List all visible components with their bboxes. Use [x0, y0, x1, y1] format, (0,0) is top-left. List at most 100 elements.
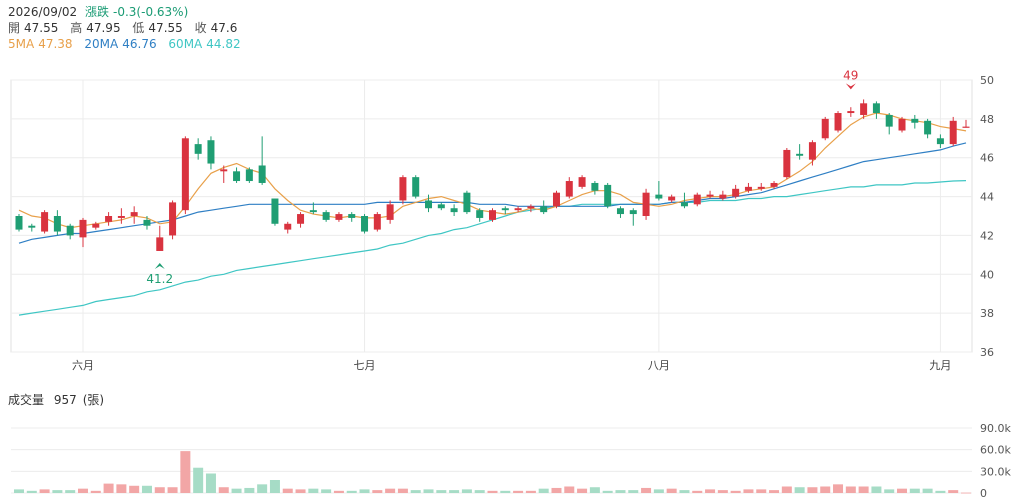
- volume-bar: [692, 490, 703, 493]
- candle-body: [130, 212, 138, 216]
- low-label: 低: [132, 21, 145, 35]
- ma60-label: 60MA: [168, 37, 203, 51]
- volume-bar: [257, 484, 268, 493]
- month-tick-label: 八月: [648, 359, 670, 372]
- volume-bar: [308, 488, 319, 493]
- candle: [629, 208, 637, 226]
- volume-bar: [679, 490, 690, 493]
- volume-bars: [14, 451, 971, 494]
- volume-bar: [820, 486, 831, 493]
- candle-body: [898, 118, 906, 131]
- volume-bar: [346, 490, 357, 493]
- candle: [41, 210, 49, 234]
- volume-bar: [909, 488, 920, 493]
- volume-bar: [141, 485, 152, 493]
- price-tick-label: 50: [980, 74, 994, 87]
- volume-grid: [11, 427, 972, 494]
- change-value: -0.3(-0.63%): [113, 5, 189, 19]
- candle: [271, 198, 279, 226]
- candle: [783, 148, 791, 180]
- volume-header: 成交量 957 (張): [8, 391, 110, 408]
- quote-date: 2026/09/02: [8, 5, 78, 19]
- candle-body: [936, 138, 944, 145]
- candle: [719, 190, 727, 201]
- volume-bar: [474, 490, 485, 493]
- candle-body: [233, 171, 241, 182]
- volume-bar: [129, 485, 140, 493]
- candle: [463, 190, 471, 215]
- candle-body: [92, 223, 100, 228]
- candle-body: [194, 144, 202, 154]
- candle: [655, 181, 663, 201]
- candle: [924, 118, 932, 139]
- candle-body: [425, 200, 433, 209]
- candle-body: [847, 111, 855, 114]
- volume-bar: [871, 486, 882, 493]
- candle: [233, 167, 241, 183]
- candle-body: [117, 216, 125, 218]
- candle-body: [642, 192, 650, 216]
- candle: [962, 119, 970, 128]
- volume-bar: [90, 490, 101, 493]
- candle: [872, 101, 880, 119]
- volume-bar: [295, 489, 306, 493]
- volume-bar: [961, 492, 971, 494]
- volume-bar: [385, 488, 396, 493]
- ma20-label: 20MA: [84, 37, 119, 51]
- ma5-value: 47.38: [38, 37, 73, 51]
- close-value: 47.6: [210, 21, 238, 35]
- candle: [322, 210, 330, 222]
- candle: [130, 206, 138, 224]
- candle: [361, 214, 369, 234]
- candle: [425, 194, 433, 213]
- candle: [949, 116, 957, 147]
- candle: [450, 204, 458, 216]
- candle-body: [962, 126, 970, 128]
- candle: [808, 140, 816, 166]
- candle-body: [834, 113, 842, 131]
- candle: [348, 212, 356, 222]
- volume-bar: [577, 488, 588, 493]
- price-tick-label: 38: [980, 307, 994, 320]
- candle-body: [284, 223, 292, 230]
- low-marker-label: 41.2: [146, 272, 173, 286]
- candle-body: [706, 194, 714, 197]
- candle: [258, 136, 266, 185]
- candle-body: [885, 114, 893, 127]
- volume-unit: (張): [82, 393, 105, 407]
- volume-tick-label: 60.0k: [980, 444, 1011, 457]
- month-tick-label: 九月: [929, 359, 951, 372]
- volume-bar: [538, 488, 549, 493]
- volume-bar: [922, 488, 933, 493]
- candle: [284, 221, 292, 234]
- month-axis: 六月 七月 八月 九月: [72, 359, 951, 372]
- high-marker-arrow: [845, 83, 856, 90]
- volume-bar: [449, 490, 460, 493]
- price-axis: 50 48 46 44 42 40 38 36: [980, 74, 994, 359]
- candle-body: [629, 210, 637, 215]
- candle-body: [578, 177, 586, 187]
- candle-body: [757, 186, 765, 189]
- candle-body: [911, 118, 919, 123]
- candle: [668, 194, 676, 203]
- volume-bar: [423, 489, 434, 493]
- volume-bar: [154, 487, 165, 493]
- volume-bar: [845, 486, 856, 493]
- candle: [297, 212, 305, 228]
- candle: [169, 200, 177, 240]
- candle-body: [604, 184, 612, 207]
- candle-body: [28, 225, 36, 228]
- candle-body: [105, 216, 113, 222]
- volume-bar: [436, 490, 447, 493]
- candle: [156, 225, 164, 251]
- candle: [53, 210, 61, 236]
- candle: [335, 212, 343, 222]
- volume-bar: [500, 490, 511, 493]
- candle: [604, 182, 612, 209]
- low-value: 47.55: [148, 21, 183, 35]
- candle: [66, 223, 74, 240]
- volume-bar: [525, 490, 536, 493]
- ma60-value: 44.82: [206, 37, 241, 51]
- volume-bar: [602, 490, 613, 493]
